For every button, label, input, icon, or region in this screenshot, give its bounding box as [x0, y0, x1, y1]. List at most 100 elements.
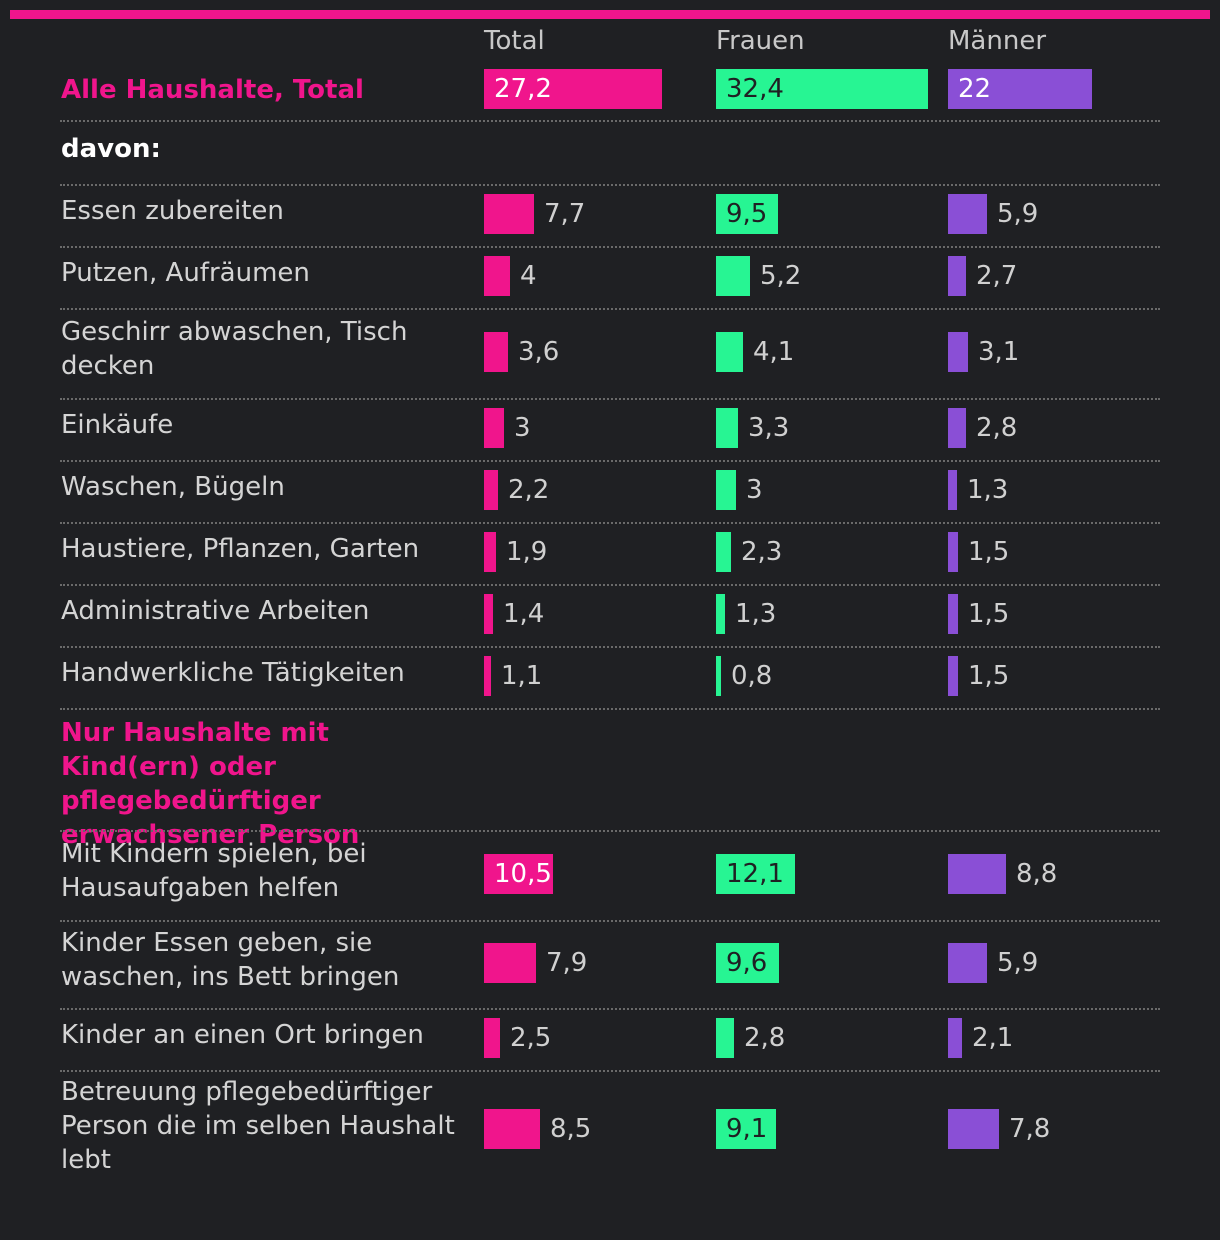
- value-label: 2,3: [741, 537, 783, 567]
- row-label: Essen zubereiten: [61, 196, 284, 226]
- value-label: 1,5: [968, 537, 1010, 567]
- bar-total: [484, 854, 553, 894]
- row-label: Handwerkliche Tätigkeiten: [61, 658, 405, 688]
- row-separator: [60, 584, 1160, 586]
- bar-total: [484, 194, 534, 234]
- value-label: 4: [520, 261, 537, 291]
- row-label: Kinder Essen geben, sie waschen, ins Bet…: [61, 928, 400, 992]
- bar-frauen: [716, 1109, 776, 1149]
- bar-maenner: [948, 854, 1006, 894]
- bar-maenner: [948, 69, 1092, 109]
- bar-frauen: [716, 854, 795, 894]
- bar-frauen: [716, 194, 778, 234]
- value-label: 9,1: [726, 1114, 768, 1144]
- row-label: Einkäufe: [61, 410, 174, 440]
- value-label: 1,1: [501, 661, 543, 691]
- value-label: 10,5: [494, 859, 552, 889]
- row-label: Betreuung pflegebedürftiger Person die i…: [61, 1077, 455, 1175]
- bar-maenner: [948, 532, 958, 572]
- row-label: Putzen, Aufräumen: [61, 258, 310, 288]
- value-label: 12,1: [726, 859, 784, 889]
- value-label: 3: [514, 413, 531, 443]
- bar-maenner: [948, 943, 987, 983]
- row-separator: [60, 184, 1160, 186]
- value-label: 2,8: [744, 1023, 786, 1053]
- bar-maenner: [948, 332, 968, 372]
- row-separator: [60, 920, 1160, 922]
- value-label: 7,9: [546, 948, 588, 978]
- value-label: 2,2: [508, 475, 550, 505]
- row-separator: [60, 308, 1160, 310]
- row-label: Geschirr abwaschen, Tisch decken: [61, 317, 408, 381]
- bar-maenner: [948, 656, 958, 696]
- bar-frauen: [716, 1018, 734, 1058]
- row-separator: [60, 1070, 1160, 1072]
- bar-total: [484, 532, 496, 572]
- bar-total: [484, 594, 493, 634]
- value-label: 8,8: [1016, 859, 1058, 889]
- row-separator: [60, 1008, 1160, 1010]
- bar-frauen: [716, 69, 928, 109]
- value-label: 9,5: [726, 199, 768, 229]
- bar-frauen: [716, 408, 738, 448]
- bar-total: [484, 656, 491, 696]
- row-label: davon:: [61, 134, 161, 164]
- row-separator: [60, 646, 1160, 648]
- bar-total: [484, 256, 510, 296]
- bar-frauen: [716, 594, 725, 634]
- top-accent-bar: [10, 10, 1210, 19]
- bar-frauen: [716, 332, 743, 372]
- value-label: 27,2: [494, 74, 552, 104]
- row-separator: [60, 398, 1160, 400]
- value-label: 1,3: [735, 599, 777, 629]
- value-label: 2,1: [972, 1023, 1014, 1053]
- column-header-total: Total: [484, 26, 545, 56]
- value-label: 1,5: [968, 661, 1010, 691]
- bar-maenner: [948, 1109, 999, 1149]
- bar-total: [484, 69, 662, 109]
- row-label: Mit Kindern spielen, bei Hausaufgaben he…: [61, 839, 367, 903]
- value-label: 5,9: [997, 199, 1039, 229]
- bar-maenner: [948, 408, 966, 448]
- column-header-frauen: Frauen: [716, 26, 805, 56]
- row-label: Waschen, Bügeln: [61, 472, 285, 502]
- bar-maenner: [948, 470, 957, 510]
- bar-total: [484, 408, 504, 448]
- value-label: 1,3: [967, 475, 1009, 505]
- row-label: Haustiere, Pflanzen, Garten: [61, 534, 420, 564]
- bar-maenner: [948, 1018, 962, 1058]
- row-label: Administrative Arbeiten: [61, 596, 370, 626]
- value-label: 4,1: [753, 337, 795, 367]
- value-label: 5,2: [760, 261, 802, 291]
- bar-maenner: [948, 594, 958, 634]
- value-label: 22: [958, 74, 992, 104]
- bar-total: [484, 1018, 500, 1058]
- value-label: 0,8: [731, 661, 773, 691]
- value-label: 2,7: [976, 261, 1018, 291]
- row-separator: [60, 830, 1160, 832]
- bar-frauen: [716, 943, 779, 983]
- row-separator: [60, 460, 1160, 462]
- bar-maenner: [948, 256, 966, 296]
- value-label: 1,9: [506, 537, 548, 567]
- bar-frauen: [716, 470, 736, 510]
- bar-total: [484, 1109, 540, 1149]
- bar-frauen: [716, 656, 721, 696]
- row-label: Kinder an einen Ort bringen: [61, 1020, 424, 1050]
- row-separator: [60, 120, 1160, 122]
- value-label: 32,4: [726, 74, 784, 104]
- row-separator: [60, 708, 1160, 710]
- bar-total: [484, 470, 498, 510]
- value-label: 3,6: [518, 337, 560, 367]
- column-header-maenner: Männer: [948, 26, 1047, 56]
- value-label: 1,5: [968, 599, 1010, 629]
- value-label: 9,6: [726, 948, 768, 978]
- bar-total: [484, 943, 536, 983]
- bar-frauen: [716, 256, 750, 296]
- row-separator: [60, 522, 1160, 524]
- value-label: 7,8: [1009, 1114, 1051, 1144]
- bar-maenner: [948, 194, 987, 234]
- bar-total: [484, 332, 508, 372]
- row-label: Alle Haushalte, Total: [61, 75, 364, 105]
- value-label: 2,5: [510, 1023, 552, 1053]
